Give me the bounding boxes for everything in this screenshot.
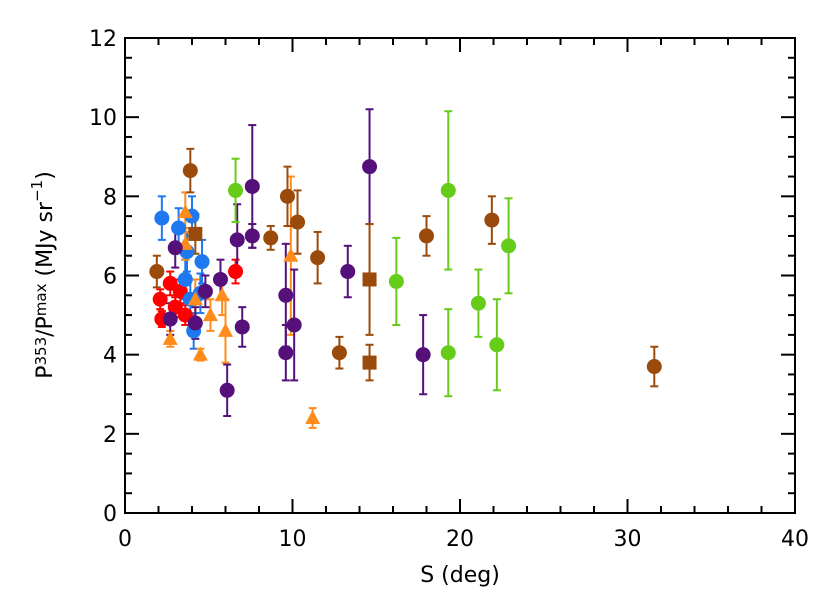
point [187, 315, 203, 331]
point [244, 178, 260, 194]
point [234, 319, 250, 335]
point [152, 291, 168, 307]
point [415, 347, 431, 363]
point [177, 271, 193, 287]
x-tick-label: 10 [279, 527, 307, 552]
point [171, 220, 187, 236]
y-axis-label-part: max [32, 283, 50, 316]
y-tick-label: 0 [103, 502, 117, 527]
point [340, 264, 356, 280]
x-tick-label: 20 [446, 527, 474, 552]
point [278, 345, 294, 361]
point [177, 204, 193, 219]
point [244, 228, 260, 244]
point [188, 226, 203, 241]
y-axis-label-part: 353 [32, 337, 50, 366]
point [219, 382, 235, 398]
point [484, 212, 500, 228]
x-tick-label: 40 [781, 527, 809, 552]
point [228, 182, 244, 198]
point [331, 345, 347, 361]
point [362, 159, 378, 175]
y-tick-label: 12 [89, 27, 117, 52]
y-tick-label: 4 [103, 344, 117, 369]
point [202, 307, 218, 322]
y-axis-label-part: ) [33, 171, 58, 180]
point [167, 299, 183, 315]
point [440, 182, 456, 198]
point [419, 228, 434, 244]
y-tick-label: 8 [103, 185, 117, 210]
point [177, 307, 193, 323]
point [149, 264, 165, 280]
y-axis-label-part: P [33, 366, 58, 379]
point [212, 271, 228, 287]
y-tick-label: 2 [103, 423, 117, 448]
point [229, 232, 245, 248]
x-tick-label: 30 [614, 527, 642, 552]
point [286, 317, 302, 333]
point [192, 346, 208, 361]
point [228, 264, 244, 280]
point [187, 291, 203, 306]
point [470, 295, 486, 311]
point [305, 410, 321, 424]
point [167, 240, 183, 256]
point [263, 230, 279, 246]
x-axis-label: S (deg) [420, 563, 500, 588]
point [162, 330, 178, 345]
point [214, 287, 230, 302]
point [362, 272, 377, 287]
y-axis-label-part: (MJy sr [33, 201, 58, 284]
x-tick-label: 0 [118, 527, 132, 552]
point [218, 322, 233, 337]
point [162, 311, 178, 327]
point [310, 250, 326, 266]
point [194, 254, 210, 270]
point [362, 355, 377, 370]
point [440, 345, 456, 361]
point [646, 359, 662, 375]
point [283, 247, 299, 262]
point [290, 214, 306, 230]
point [501, 238, 517, 254]
point [489, 337, 505, 353]
point [162, 275, 178, 291]
point [154, 210, 170, 226]
y-tick-label: 6 [103, 265, 117, 290]
point [197, 283, 213, 299]
point [278, 287, 294, 303]
point [279, 188, 295, 204]
point [182, 163, 198, 179]
y-axis-label-part: −1 [28, 180, 46, 202]
y-axis-label-part: /P [33, 316, 58, 337]
point [172, 283, 188, 299]
y-tick-label: 10 [89, 106, 117, 131]
y-axis-label: P353/Pmax (MJy sr−1) [28, 171, 58, 379]
point [388, 273, 404, 289]
